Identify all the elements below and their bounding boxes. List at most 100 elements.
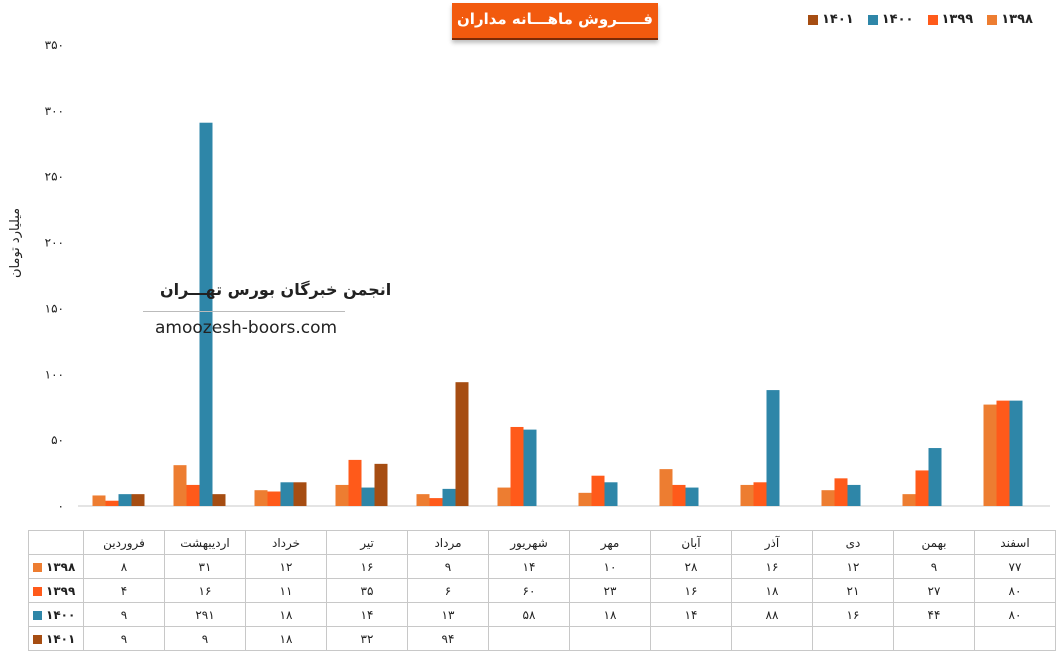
data-label: ۱۶ bbox=[326, 554, 408, 579]
table-row: ۱۳۹۸ ۸ ۳۱ ۱۲ ۱۶ ۹ ۱۴ ۱۰ ۲۸ ۱۶ ۱۲ ۹ ۷۷ bbox=[28, 554, 1056, 579]
legend-item: ۱۳۹۹ bbox=[927, 12, 974, 27]
legend-label: ۱۳۹۹ bbox=[941, 12, 974, 27]
data-label: ۹ bbox=[83, 626, 165, 651]
watermark-divider bbox=[143, 311, 345, 312]
bar bbox=[523, 429, 537, 506]
y-tick-label: ۰ bbox=[58, 499, 64, 513]
bar bbox=[740, 484, 754, 506]
table-row: ۱۳۹۹ ۴ ۱۶ ۱۱ ۳۵ ۶ ۶۰ ۲۳ ۱۶ ۱۸ ۲۱ ۲۷ ۸۰ bbox=[28, 578, 1056, 603]
data-label: ۹۴ bbox=[407, 626, 489, 651]
legend-swatch bbox=[808, 14, 818, 25]
bar bbox=[915, 470, 929, 506]
x-tick-label: اردیبهشت bbox=[164, 530, 246, 555]
watermark-name: انجمن خبرگان بورس تهـــران bbox=[160, 280, 392, 299]
row-series-name: ۱۴۰۱ bbox=[46, 631, 76, 646]
bar bbox=[928, 448, 942, 506]
bar bbox=[497, 487, 511, 506]
bar bbox=[348, 459, 362, 506]
bar bbox=[578, 492, 592, 506]
x-tick-label: دی bbox=[812, 530, 894, 555]
bar bbox=[834, 478, 848, 506]
row-header: ۱۴۰۱ bbox=[28, 626, 84, 651]
data-label: ۳۱ bbox=[164, 554, 246, 579]
data-label bbox=[812, 626, 894, 651]
y-tick-label: ۱۵۰ bbox=[45, 301, 64, 315]
legend-item: ۱۴۰۱ bbox=[808, 12, 854, 27]
data-table: فروردین اردیبهشت خرداد تیر مرداد شهریور مهر آبا… bbox=[28, 530, 1056, 651]
data-label: ۳۲ bbox=[326, 626, 408, 651]
data-label: ۱۸ bbox=[731, 578, 813, 603]
data-label: ۱۶ bbox=[731, 554, 813, 579]
data-label: ۹ bbox=[164, 626, 246, 651]
bar bbox=[821, 490, 835, 506]
legend-label: ۱۴۰۱ bbox=[822, 12, 854, 27]
bar bbox=[105, 500, 119, 506]
data-label: ۱۶ bbox=[164, 578, 246, 603]
row-series-name: ۱۳۹۹ bbox=[46, 583, 76, 598]
data-label: ۹ bbox=[893, 554, 975, 579]
row-swatch bbox=[33, 562, 42, 572]
table-row: ۱۴۰۱ ۹ ۹ ۱۸ ۳۲ ۹۴ bbox=[28, 626, 1056, 651]
y-tick-label: ۱۰۰ bbox=[45, 367, 64, 381]
data-label: ۱۸ bbox=[245, 602, 327, 627]
bar bbox=[267, 491, 281, 506]
bar bbox=[442, 488, 456, 506]
bar bbox=[455, 382, 469, 506]
bar bbox=[361, 487, 375, 506]
data-label: ۱۴ bbox=[326, 602, 408, 627]
bar bbox=[199, 122, 213, 506]
table-corner bbox=[28, 530, 84, 555]
data-label: ۸۰ bbox=[974, 602, 1056, 627]
bar bbox=[293, 482, 307, 506]
data-label: ۱۲ bbox=[245, 554, 327, 579]
bar bbox=[118, 494, 132, 506]
y-tick-label: ۳۰۰ bbox=[45, 104, 64, 118]
data-label: ۱۶ bbox=[650, 578, 732, 603]
bar bbox=[92, 495, 106, 506]
bar bbox=[1009, 400, 1023, 506]
data-label: ۱۱ bbox=[245, 578, 327, 603]
data-label bbox=[650, 626, 732, 651]
table-row: ۱۴۰۰ ۹ ۲۹۱ ۱۸ ۱۴ ۱۳ ۵۸ ۱۸ ۱۴ ۸۸ ۱۶ ۴۴ ۸۰ bbox=[28, 602, 1056, 627]
bar bbox=[280, 482, 294, 506]
data-label bbox=[569, 626, 651, 651]
y-tick-label: ۵۰ bbox=[51, 433, 64, 447]
data-label bbox=[731, 626, 813, 651]
bar bbox=[659, 469, 673, 506]
bar bbox=[254, 490, 268, 506]
bar bbox=[766, 390, 780, 506]
bar bbox=[685, 487, 699, 506]
data-label: ۲۷ bbox=[893, 578, 975, 603]
bar bbox=[173, 465, 187, 506]
row-header: ۱۴۰۰ bbox=[28, 602, 84, 627]
y-tick-label: ۲۵۰ bbox=[45, 170, 64, 184]
y-tick-label: ۳۵۰ bbox=[45, 38, 64, 52]
data-label: ۸ bbox=[83, 554, 165, 579]
bar bbox=[429, 498, 443, 506]
data-label: ۶ bbox=[407, 578, 489, 603]
data-label: ۸۰ bbox=[974, 578, 1056, 603]
legend-label: ۱۳۹۸ bbox=[1001, 12, 1033, 27]
row-series-name: ۱۳۹۸ bbox=[46, 559, 76, 574]
y-tick-label: ۲۰۰ bbox=[45, 236, 64, 250]
row-series-name: ۱۴۰۰ bbox=[46, 607, 76, 622]
bar bbox=[996, 400, 1010, 506]
data-label: ۹ bbox=[83, 602, 165, 627]
data-label: ۱۶ bbox=[812, 602, 894, 627]
data-label: ۱۸ bbox=[245, 626, 327, 651]
legend-label: ۱۴۰۰ bbox=[881, 12, 914, 27]
data-label: ۲۹۱ bbox=[164, 602, 246, 627]
bar bbox=[753, 482, 767, 506]
x-tick-label: آبان bbox=[650, 530, 732, 555]
bar bbox=[604, 482, 618, 506]
bar bbox=[212, 494, 226, 506]
legend-swatch bbox=[987, 14, 998, 25]
row-header: ۱۳۹۹ bbox=[28, 578, 84, 603]
legend-item: ۱۳۹۸ bbox=[987, 12, 1033, 27]
x-tick-label: فروردین bbox=[83, 530, 165, 555]
data-label: ۴۴ bbox=[893, 602, 975, 627]
data-label: ۱۴ bbox=[488, 554, 570, 579]
data-label: ۹ bbox=[407, 554, 489, 579]
legend-item: ۱۴۰۰ bbox=[867, 12, 914, 27]
legend-swatch bbox=[927, 14, 938, 25]
